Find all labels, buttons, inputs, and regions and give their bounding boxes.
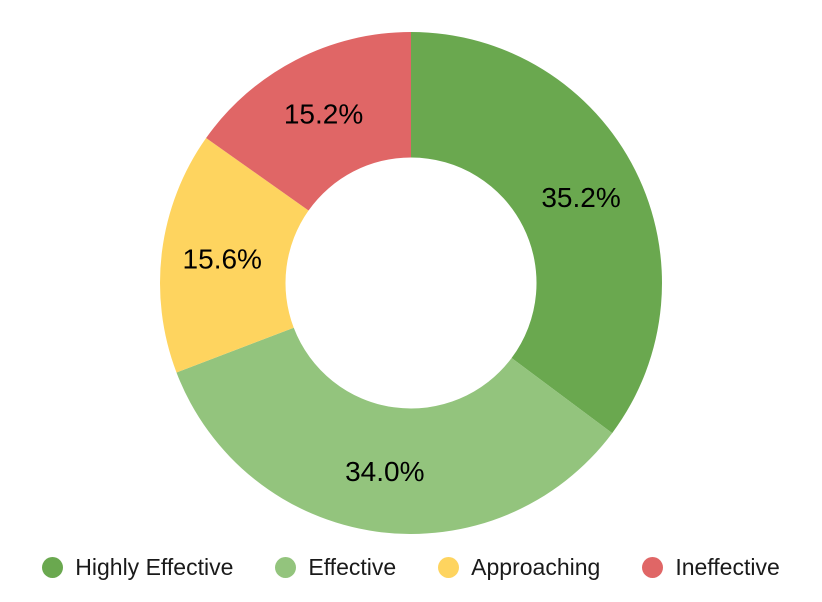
slice-label-ineffective: 15.2%: [284, 99, 363, 130]
donut-slice-highly-effective: [411, 32, 662, 434]
legend-label: Highly Effective: [75, 553, 234, 580]
donut-slice-approaching: [159, 138, 309, 373]
donut-chart-svg: 35.2% 34.0% 15.6% 15.2%: [159, 32, 662, 534]
legend-item-approaching: Approaching: [438, 554, 600, 581]
legend-swatch-icon: [642, 556, 664, 578]
slice-label-highly-effective: 35.2%: [541, 182, 620, 213]
chart-legend: Highly Effective Effective Approaching Inef…: [0, 544, 822, 590]
legend-label: Ineffective: [675, 553, 780, 580]
slice-label-approaching: 15.6%: [183, 244, 262, 275]
donut-slice-effective: [176, 327, 613, 534]
legend-item-ineffective: Ineffective: [642, 553, 780, 581]
donut-slice-ineffective: [206, 32, 411, 211]
legend-item-highly-effective: Highly Effective: [42, 554, 233, 581]
legend-swatch-icon: [275, 556, 297, 578]
legend-swatch-icon: [42, 556, 64, 578]
legend-label: Approaching: [471, 553, 601, 580]
slice-label-effective: 34.0%: [345, 456, 424, 487]
legend-item-effective: Effective: [275, 554, 396, 581]
legend-label: Effective: [308, 553, 397, 580]
legend-swatch-icon: [438, 556, 460, 578]
